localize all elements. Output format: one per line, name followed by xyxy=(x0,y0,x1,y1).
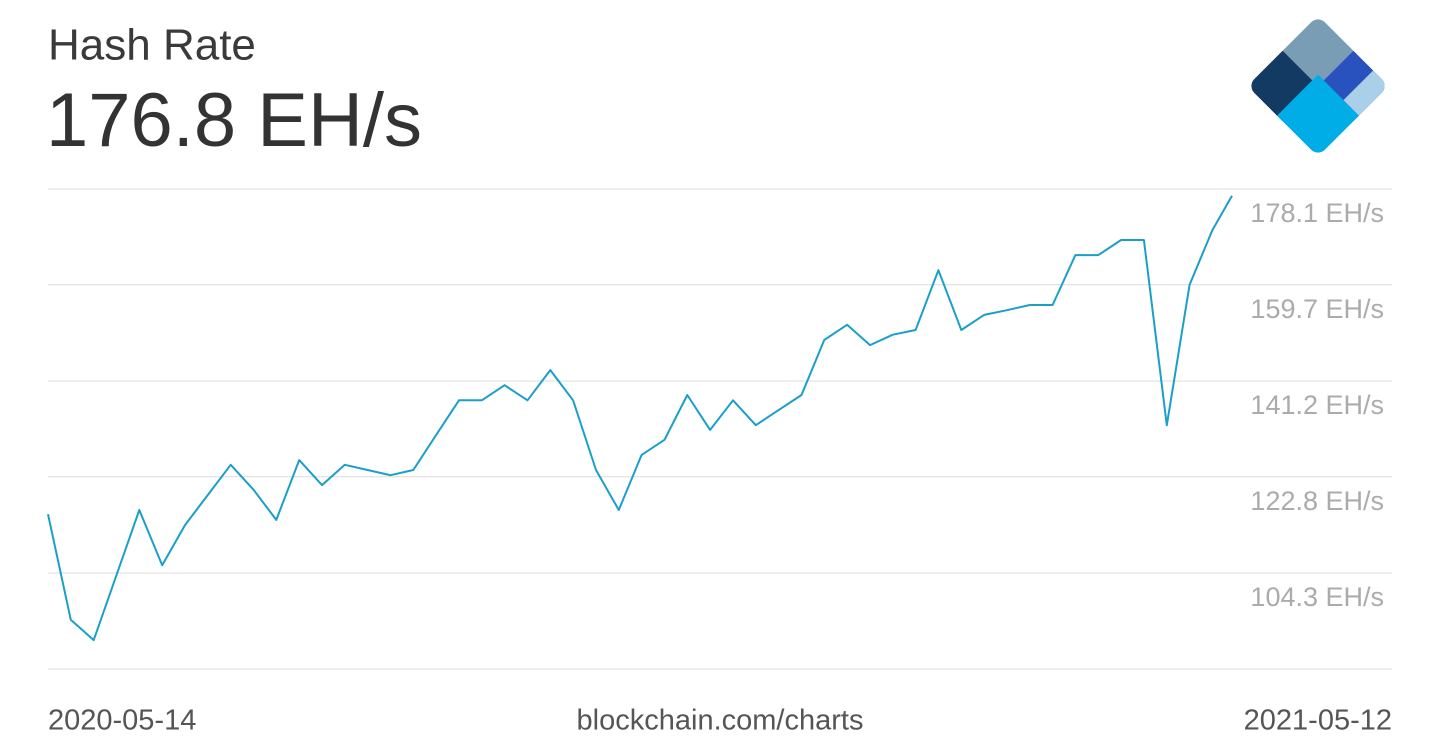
x-end-label: 2021-05-12 xyxy=(1244,705,1392,737)
y-tick-label: 141.2 EH/s xyxy=(1250,390,1384,420)
logo xyxy=(1247,15,1389,157)
x-start-label: 2020-05-14 xyxy=(48,705,196,737)
source-label: blockchain.com/charts xyxy=(577,705,864,737)
chart-title: Hash Rate xyxy=(48,21,256,70)
y-tick-label: 178.1 EH/s xyxy=(1250,198,1384,228)
headline-value: 176.8 EH/s xyxy=(46,78,422,163)
data-line xyxy=(47,195,1233,642)
y-tick-label: 159.7 EH/s xyxy=(1250,294,1384,324)
y-tick-label: 122.8 EH/s xyxy=(1250,486,1384,516)
y-tick-label: 104.3 EH/s xyxy=(1250,582,1384,612)
